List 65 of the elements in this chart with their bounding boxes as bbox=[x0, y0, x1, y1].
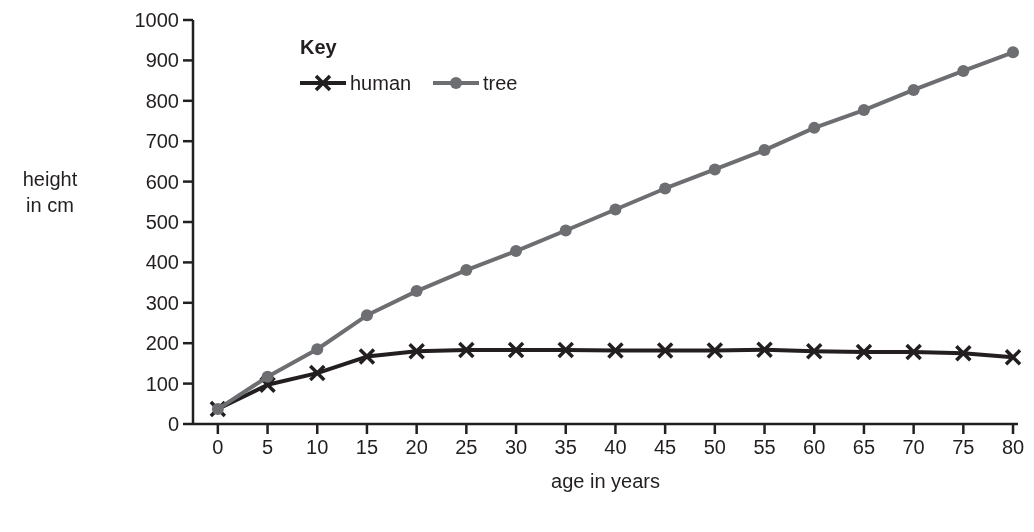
y-tick-label: 1000 bbox=[134, 9, 179, 31]
point bbox=[360, 309, 373, 322]
point bbox=[708, 163, 721, 176]
point bbox=[311, 343, 324, 356]
x-tick-label: 80 bbox=[1001, 436, 1025, 458]
x-tick-label: 30 bbox=[504, 436, 528, 458]
x-tick-label: 10 bbox=[306, 436, 329, 458]
y-tick-label: 900 bbox=[145, 49, 179, 72]
x-tick-label: 25 bbox=[455, 436, 478, 458]
x-tick-label: 35 bbox=[554, 436, 577, 458]
point bbox=[460, 264, 473, 277]
x-axis-title: age in years bbox=[551, 470, 660, 492]
x-tick-label: 0 bbox=[212, 436, 224, 458]
point bbox=[954, 344, 973, 363]
point bbox=[808, 121, 821, 134]
point bbox=[656, 341, 674, 360]
point bbox=[904, 343, 923, 361]
x-tick-label: 65 bbox=[852, 436, 876, 458]
x-tick-label: 5 bbox=[261, 436, 274, 458]
point bbox=[358, 347, 376, 366]
point bbox=[410, 285, 423, 298]
point bbox=[1004, 348, 1022, 367]
point bbox=[755, 340, 774, 359]
point bbox=[855, 343, 873, 361]
point bbox=[1007, 46, 1020, 59]
point bbox=[706, 341, 724, 360]
x-tick-label: 40 bbox=[604, 436, 627, 458]
point bbox=[407, 342, 426, 361]
x-tick-label: 45 bbox=[654, 436, 677, 458]
point bbox=[261, 370, 274, 383]
point bbox=[609, 203, 622, 216]
x-tick-label: 60 bbox=[803, 436, 826, 458]
x-tick-label: 70 bbox=[902, 436, 925, 458]
x-tick-label: 20 bbox=[405, 436, 428, 458]
point bbox=[758, 144, 771, 157]
point bbox=[805, 342, 823, 361]
point bbox=[507, 341, 525, 359]
y-tick-label: 800 bbox=[145, 89, 179, 112]
x-tick-label: 15 bbox=[355, 436, 379, 458]
y-tick-label: 100 bbox=[145, 372, 179, 395]
point bbox=[556, 341, 575, 359]
point bbox=[258, 376, 277, 394]
y-axis-title: height in cm bbox=[22, 168, 78, 216]
y-tick-label: 600 bbox=[145, 170, 179, 193]
x-tick-label: 50 bbox=[703, 436, 726, 458]
point bbox=[308, 364, 326, 382]
y-tick-label: 400 bbox=[145, 251, 179, 274]
point bbox=[857, 104, 870, 117]
point bbox=[659, 182, 672, 195]
y-tick-label: 500 bbox=[145, 211, 179, 233]
point bbox=[559, 224, 572, 237]
y-tick-label: 0 bbox=[167, 413, 179, 435]
legend-title: Key bbox=[300, 36, 338, 58]
y-tick-label: 300 bbox=[145, 291, 179, 314]
x-tick-label: 75 bbox=[952, 436, 975, 458]
point bbox=[510, 245, 523, 258]
point bbox=[606, 341, 625, 360]
legend-label: tree bbox=[483, 72, 518, 94]
x-tick-label: 55 bbox=[753, 436, 776, 458]
point bbox=[957, 64, 970, 77]
y-tick-label: 700 bbox=[145, 130, 179, 153]
y-tick-label: 200 bbox=[145, 332, 179, 355]
point bbox=[457, 341, 476, 359]
point bbox=[907, 83, 920, 96]
legend-label: human bbox=[350, 72, 412, 94]
